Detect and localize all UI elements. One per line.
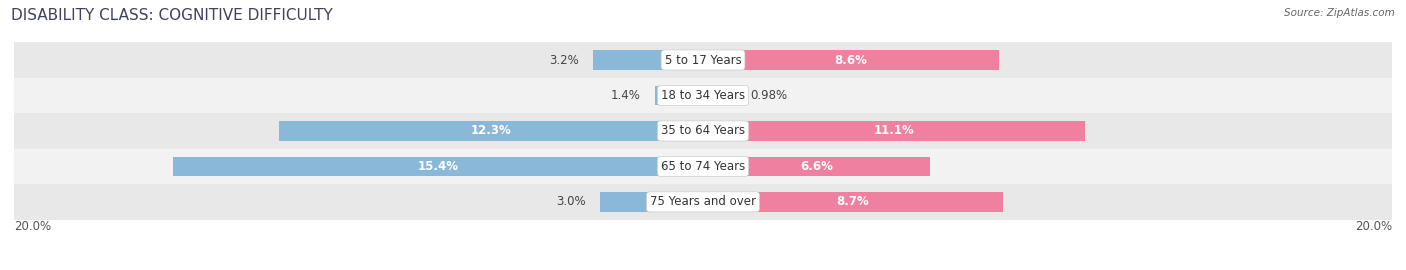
Text: 20.0%: 20.0% [14,220,51,233]
Text: 3.0%: 3.0% [557,195,586,208]
Text: 18 to 34 Years: 18 to 34 Years [661,89,745,102]
Text: 8.7%: 8.7% [837,195,869,208]
Bar [173,157,703,176]
Bar [280,121,703,141]
Text: Source: ZipAtlas.com: Source: ZipAtlas.com [1284,8,1395,18]
Bar [655,86,703,105]
Bar [703,192,1002,212]
Text: 75 Years and over: 75 Years and over [650,195,756,208]
Bar [14,78,1392,113]
Bar [14,42,1392,78]
Bar [703,157,931,176]
Text: 5 to 17 Years: 5 to 17 Years [665,53,741,66]
Text: 15.4%: 15.4% [418,160,458,173]
Text: 11.1%: 11.1% [873,124,914,137]
Text: 3.2%: 3.2% [550,53,579,66]
Bar [14,149,1392,184]
Text: 0.98%: 0.98% [751,89,787,102]
Bar [703,121,1085,141]
Text: DISABILITY CLASS: COGNITIVE DIFFICULTY: DISABILITY CLASS: COGNITIVE DIFFICULTY [11,8,333,23]
Bar [599,192,703,212]
Text: 35 to 64 Years: 35 to 64 Years [661,124,745,137]
Bar [703,86,737,105]
Bar [14,113,1392,149]
Text: 65 to 74 Years: 65 to 74 Years [661,160,745,173]
Bar [14,184,1392,220]
Bar [593,50,703,70]
Text: 1.4%: 1.4% [612,89,641,102]
Text: 20.0%: 20.0% [1355,220,1392,233]
Text: 12.3%: 12.3% [471,124,512,137]
Text: 6.6%: 6.6% [800,160,834,173]
Bar [703,50,1000,70]
Text: 8.6%: 8.6% [835,53,868,66]
